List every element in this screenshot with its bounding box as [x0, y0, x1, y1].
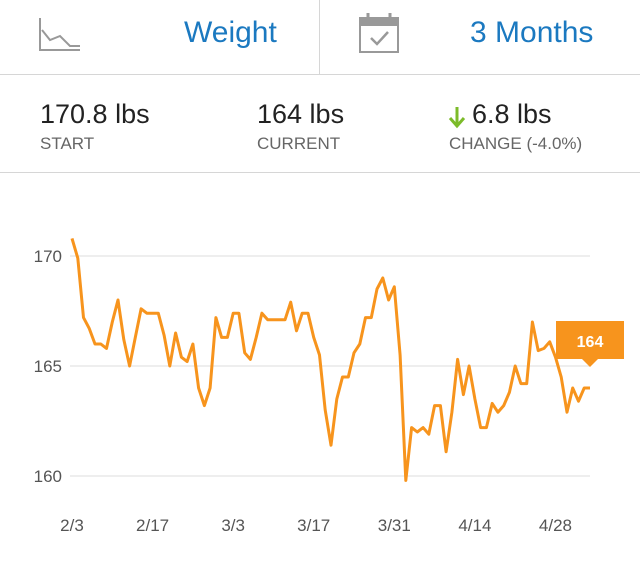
x-tick-label: 4/14: [458, 516, 491, 535]
down-arrow: [448, 107, 466, 129]
change-label: CHANGE (-4.0%): [449, 134, 583, 153]
value-callout: 164: [556, 320, 624, 367]
current-label: CURRENT: [257, 134, 341, 153]
start-value: 170.8 lbs: [40, 99, 150, 129]
divider: [319, 0, 320, 74]
x-tick-label: 3/31: [378, 516, 411, 535]
current-value: 164 lbs: [257, 99, 345, 129]
top-bar: Weight 3 Months: [0, 0, 640, 75]
x-tick-label: 3/17: [297, 516, 330, 535]
start-label: START: [40, 134, 95, 153]
calendar-icon[interactable]: [358, 12, 402, 54]
callout-label: 164: [577, 334, 604, 351]
callout-box: [556, 320, 624, 367]
change-value: 6.8 lbs: [472, 99, 552, 129]
x-tick-label: 3/3: [221, 516, 245, 535]
y-tick-label: 170: [34, 247, 62, 266]
weight-line: [70, 237, 590, 482]
stats-row: 170.8 lbs START 164 lbs CURRENT 6.8 lbs …: [0, 75, 640, 173]
x-tick-label: 2/17: [136, 516, 169, 535]
y-tick-label: 165: [34, 357, 62, 376]
metric-selector[interactable]: Weight: [184, 16, 277, 49]
chart-icon[interactable]: [38, 16, 82, 54]
x-tick-label: 2/3: [60, 516, 84, 535]
y-tick-label: 160: [34, 467, 62, 486]
x-tick-label: 4/28: [539, 516, 572, 535]
range-selector[interactable]: 3 Months: [470, 16, 594, 49]
